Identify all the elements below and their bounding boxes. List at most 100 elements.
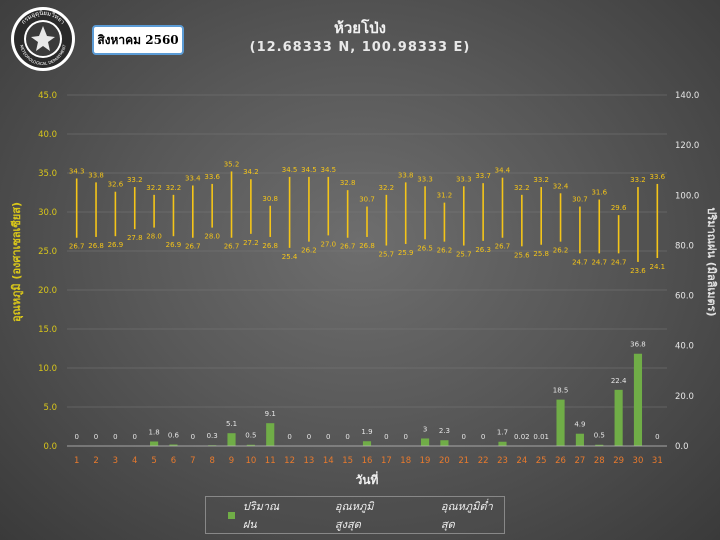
y-tick-label-left: 30.0 <box>38 208 57 218</box>
rain-value-label: 0.3 <box>207 432 218 440</box>
max-temp-label: 31.6 <box>591 189 607 197</box>
max-temp-label: 33.2 <box>630 176 646 184</box>
x-tick-label: 19 <box>420 456 431 466</box>
max-temp-label: 34.5 <box>301 166 317 174</box>
y-tick-label-left: 20.0 <box>38 286 57 296</box>
max-temp-label: 33.4 <box>185 174 201 182</box>
y-tick-label-left: 5.0 <box>43 403 57 413</box>
x-tick-label: 20 <box>439 456 450 466</box>
min-temp-label: 26.7 <box>340 243 356 251</box>
x-tick-label: 5 <box>151 456 156 466</box>
rain-value-label: 0 <box>462 433 466 441</box>
max-temp-label: 32.6 <box>108 181 124 189</box>
x-tick-label: 11 <box>265 456 276 466</box>
rain-value-label: 0.6 <box>168 431 180 439</box>
max-temp-label: 33.7 <box>475 172 491 180</box>
x-tick-label: 14 <box>323 456 334 466</box>
min-temp-label: 25.7 <box>379 251 395 259</box>
min-temp-label: 24.7 <box>572 258 588 266</box>
min-temp-label: 26.5 <box>417 244 433 252</box>
x-tick-label: 21 <box>458 456 469 466</box>
y-axis-label-left: อุณหภูมิ (องศาเซลเซียส) <box>10 202 24 322</box>
min-temp-label: 27.2 <box>243 239 259 247</box>
x-axis-label: วันที่ <box>356 471 379 487</box>
min-temp-label: 27.0 <box>320 240 336 248</box>
rain-bar <box>246 444 255 446</box>
x-tick-label: 31 <box>652 456 663 466</box>
max-temp-label: 34.3 <box>69 167 85 175</box>
max-temp-label: 32.4 <box>553 182 569 190</box>
x-tick-label: 16 <box>362 456 373 466</box>
data-labels: 0 0 0 0 1.8 0.6 0 0.3 5.1 0.5 9.1 0 0 0 0 1.9 0 0 3 2.3 0 0 1.… <box>69 160 666 441</box>
y-tick-label-right: 140.0 <box>675 91 699 101</box>
min-temp-label: 26.8 <box>359 242 375 250</box>
rain-value-label: 0 <box>287 433 291 441</box>
max-temp-label: 32.2 <box>379 184 395 192</box>
y-tick-label-right: 20.0 <box>675 392 694 402</box>
max-temp-label: 30.7 <box>572 196 588 204</box>
rain-value-label: 36.8 <box>630 341 646 349</box>
rain-bar <box>169 444 178 446</box>
rain-value-label: 0 <box>481 433 485 441</box>
max-temp-label: 32.2 <box>146 184 162 192</box>
max-temp-label: 33.3 <box>417 175 433 183</box>
legend-item-min: อุณหภูมิต่ำสุด <box>440 500 493 531</box>
min-temp-label: 26.2 <box>437 247 453 255</box>
rain-value-label: 0 <box>326 433 330 441</box>
max-temp-label: 33.6 <box>204 173 220 181</box>
y-tick-label-right: 80.0 <box>675 241 694 251</box>
min-temp-label: 27.8 <box>127 234 143 242</box>
rain-value-label: 1.7 <box>497 429 508 437</box>
x-tick-label: 23 <box>497 456 508 466</box>
x-tick-label: 3 <box>113 456 118 466</box>
rain-bar <box>614 389 623 446</box>
rain-bar <box>595 444 604 446</box>
min-temp-label: 24.1 <box>650 263 666 271</box>
x-tick-label: 28 <box>594 456 605 466</box>
y-axis-label-right: ปริมาณฝน (มิลลิเมตร) <box>705 207 718 316</box>
x-tick-label: 25 <box>536 456 547 466</box>
min-temp-label: 24.7 <box>591 258 607 266</box>
max-temp-label: 33.8 <box>88 171 104 179</box>
rain-bar <box>498 441 507 446</box>
month-badge: สิงหาคม 2560 <box>92 25 184 55</box>
rain-value-label: 0 <box>94 433 98 441</box>
x-tick-label: 13 <box>304 456 315 466</box>
min-temp-label: 28.0 <box>204 233 220 241</box>
x-tick-label: 9 <box>229 456 234 466</box>
min-temp-label: 25.6 <box>514 251 530 259</box>
min-temp-label: 26.7 <box>495 243 511 251</box>
y-tick-label-right: 60.0 <box>675 292 694 302</box>
tmd-logo: กรมอุตุนิยมวิทยา METEOROLOGICAL DEPARTME… <box>11 7 75 71</box>
legend-item-max: อุณหภูมิสูงสุด <box>334 500 374 531</box>
max-temp-label: 34.2 <box>243 168 259 176</box>
x-tick-label: 2 <box>93 456 98 466</box>
rain-bars <box>150 353 643 446</box>
max-temp-label: 33.3 <box>456 175 472 183</box>
station-coordinates: (12.68333 N, 100.98333 E) <box>249 40 471 55</box>
rain-value-label: 0.5 <box>245 432 256 440</box>
min-temp-label: 23.6 <box>630 267 646 275</box>
rain-value-label: 0 <box>133 433 137 441</box>
rain-value-label: 0 <box>191 433 195 441</box>
min-temp-label: 26.3 <box>475 246 491 254</box>
x-tick-label: 8 <box>209 456 214 466</box>
y-tick-label-left: 45.0 <box>38 91 57 101</box>
rain-value-label: 1.8 <box>149 428 160 436</box>
rain-value-label: 0.5 <box>594 432 605 440</box>
rain-value-label: 1.9 <box>361 428 372 436</box>
chart-legend: ปริมาณฝน อุณหภูมิสูงสุด อุณหภูมิต่ำสุด <box>205 496 505 534</box>
y-tick-label-left: 0.0 <box>43 442 57 452</box>
min-temp-label: 25.4 <box>282 253 298 261</box>
x-tick-label: 15 <box>342 456 353 466</box>
x-tick-label: 4 <box>132 456 137 466</box>
y-tick-label-left: 15.0 <box>38 325 57 335</box>
min-temp-label: 25.8 <box>533 250 549 258</box>
x-tick-label: 18 <box>400 456 411 466</box>
x-tick-label: 30 <box>633 456 644 466</box>
max-temp-label: 34.4 <box>495 167 511 175</box>
x-tick-label: 10 <box>245 456 256 466</box>
rain-bar <box>266 423 275 446</box>
max-temp-label: 34.5 <box>282 166 298 174</box>
